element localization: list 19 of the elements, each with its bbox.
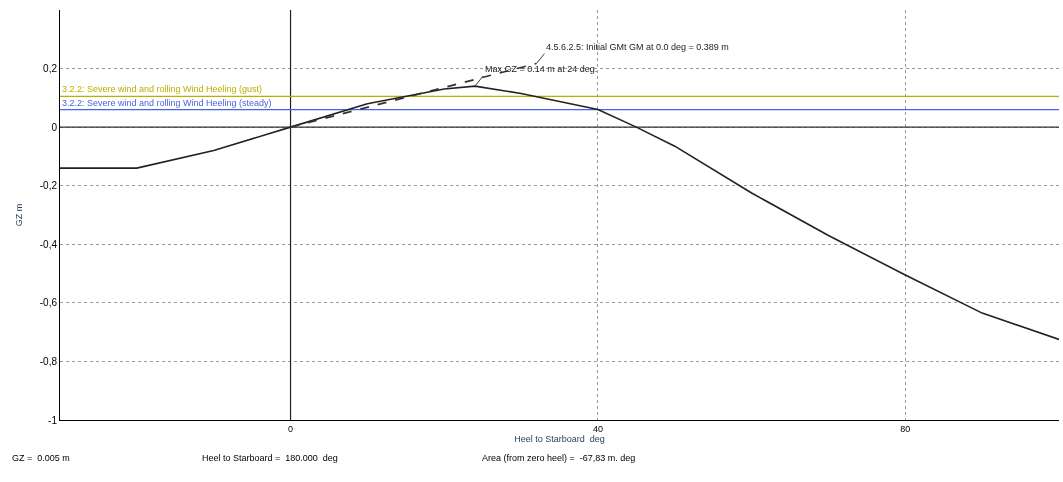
- annotation: Max GZ = 0.14 m at 24 deg.: [485, 64, 598, 74]
- y-tick-label: -0,6: [39, 297, 58, 309]
- y-tick-label: -0,2: [39, 180, 58, 192]
- y-tick-label: -0,4: [39, 238, 58, 250]
- x-tick-label: 0: [288, 423, 294, 434]
- ref-line-label: 3.2.2: Severe wind and rolling Wind Heeling (gust): [62, 84, 263, 94]
- ref-line-label: 3.2.2: Severe wind and rolling Wind Heeling (steady): [62, 98, 272, 108]
- x-tick-label: 80: [900, 423, 911, 434]
- x-tick-label: 40: [592, 423, 603, 434]
- annotation: 4.5.6.2.5: Initial GMt GM at 0.0 deg = 0.389 m: [546, 42, 729, 52]
- text: Area (from zero heel) = -67,83 m. deg: [482, 453, 636, 463]
- y-tick-label: 0: [51, 121, 58, 133]
- text: GZ = 0.005 m: [12, 453, 70, 463]
- y-tick-label: -0,8: [39, 355, 58, 367]
- y-axis-title: GZ m: [14, 203, 25, 227]
- text: Heel to Starboard = 180.000 deg: [202, 453, 338, 463]
- x-axis-title: Heel to Starboard deg: [514, 433, 605, 444]
- y-tick-label: 0,2: [43, 63, 58, 75]
- y-tick-label: -1: [48, 414, 58, 426]
